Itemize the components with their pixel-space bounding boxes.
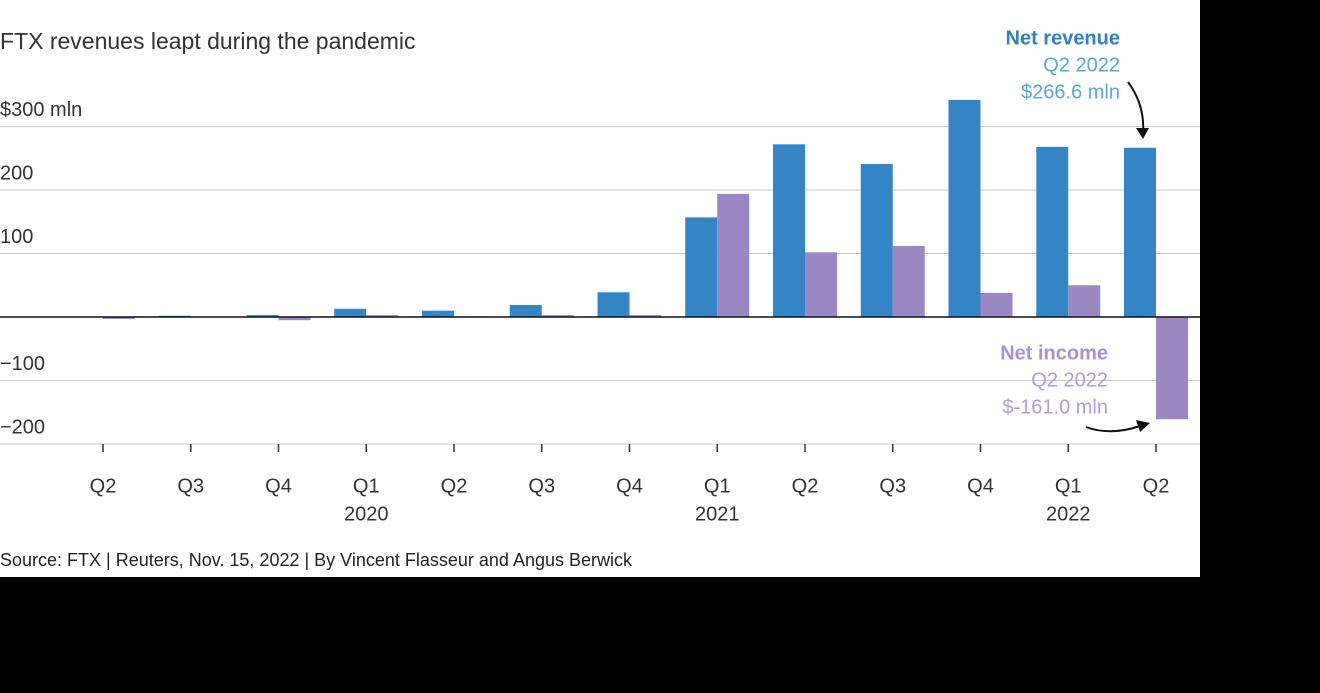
card: FTX revenues leapt during the pandemic S… [0,0,1200,577]
bar [948,99,981,318]
bar [103,317,135,319]
x-tick-label: Q1 [704,475,731,497]
bar [246,315,279,318]
subtitle: FTX revenues leapt during the pandemic [0,28,416,54]
x-tick-label: Q2 [441,475,468,497]
source: Source: FTX | Reuters, Nov. 15, 2022 | B… [0,550,633,570]
x-tick-label: Q4 [967,475,994,497]
arrow [1127,81,1145,134]
arrow-head [1136,128,1149,139]
bar [805,252,837,318]
series-label: Net revenue [1006,27,1121,49]
x-tick-label: Q2 [90,475,117,497]
bar [717,193,750,318]
x-tick-label: Q4 [265,475,292,497]
bar [685,217,718,318]
bar [422,310,454,318]
x-tick-label: Q2 [1143,475,1170,497]
x-tick-label: Q4 [616,475,643,497]
bar [1124,147,1156,318]
bar [597,292,630,318]
x-tick-label: Q3 [177,475,204,497]
bar [1036,146,1069,318]
bar [1068,285,1101,318]
bar [1156,317,1188,420]
value-label: $266.6 mln [1021,81,1120,103]
chart: FTX revenues leapt during the pandemic S… [0,27,1200,570]
value-label: $-161.0 mln [1002,396,1108,418]
year-label: 2021 [695,503,740,525]
year-label: 2022 [1046,503,1091,525]
series-label: Net income [1000,342,1108,364]
bar [509,304,542,318]
arrow [1085,425,1141,433]
bar [334,308,367,318]
bar [860,164,893,318]
annotation: Q2 2022 [1043,54,1120,76]
arrow-head [1136,420,1150,432]
x-tick-label: Q3 [528,475,555,497]
annotations: Net revenue Q2 2022 $266.6 mln Net incom… [1000,27,1150,433]
bar [980,292,1013,318]
y-tick-label: 200 [0,162,33,184]
y-tick-label: 100 [0,226,33,248]
x-tick-label: Q1 [353,475,380,497]
x-tick-label: Q1 [1055,475,1082,497]
bar [366,315,399,318]
bar [773,144,805,318]
y-tick-label: $300 mln [0,99,82,121]
x-tick-label: Q3 [879,475,906,497]
bar [629,315,662,318]
x-tick-label: Q2 [792,475,819,497]
bar [541,315,574,318]
bar [278,317,311,321]
bar [892,245,925,318]
annotation: Q2 2022 [1031,369,1108,391]
year-label: 2020 [344,503,389,525]
y-tick-label: −100 [0,353,45,375]
y-tick-label: −200 [0,416,45,438]
